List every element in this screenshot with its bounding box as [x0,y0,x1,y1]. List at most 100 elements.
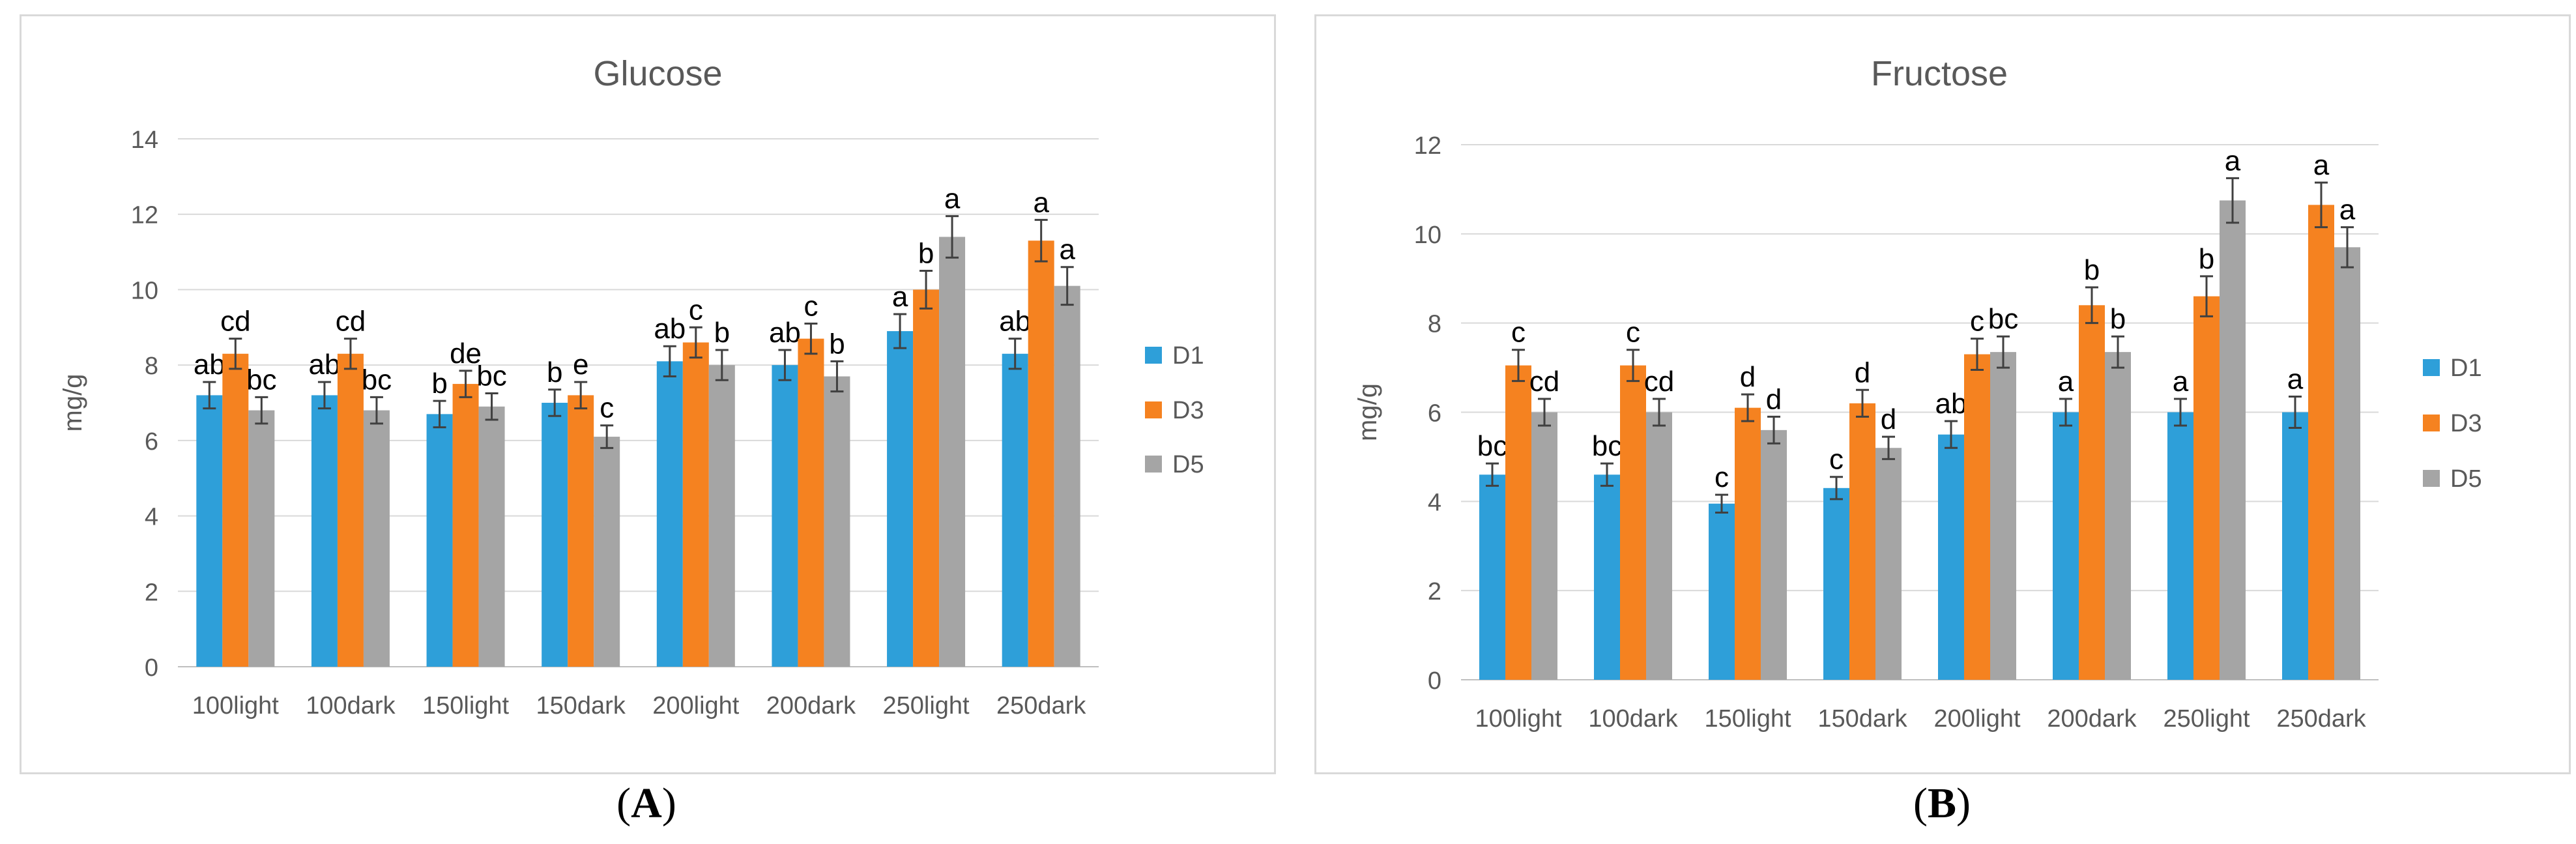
bar-d1 [1002,353,1028,667]
bar-d5 [478,406,505,667]
significance-label: a [944,183,961,215]
significance-label: b [2110,303,2126,335]
significance-label: b [2084,254,2100,286]
bar-d1 [1594,474,1620,680]
bar-d1 [887,331,914,667]
x-tick-label: 150dark [536,692,626,720]
y-tick-label: 14 [131,126,158,154]
bar-d1 [2282,412,2308,680]
bar-d3 [222,353,249,667]
bar-d3 [1735,407,1761,680]
glucose-chart-panel: Glucose 0 2 4 6 8 10 12 14 mg/g 100light 100dark 150… [20,14,1276,774]
significance-label: ab [654,313,686,345]
legend-label-d3: D3 [2450,410,2482,437]
legend-swatch-d5 [2423,470,2440,487]
bar-d5 [1054,285,1080,667]
y-tick-label: 8 [1428,311,1441,338]
significance-label: bc [246,364,276,396]
bar-d5 [2105,352,2131,680]
significance-label: ab [999,306,1031,338]
y-tick-label: 2 [145,579,158,606]
significance-label: cd [336,306,366,338]
bar-d3 [1028,240,1054,667]
bar-d5 [824,376,850,667]
y-tick-label: 0 [145,654,158,682]
bar-d1 [772,365,798,667]
bar-d3 [2308,205,2334,680]
y-axis-label: mg/g [59,374,87,432]
significance-label: ab [308,349,340,381]
significance-label: ab [194,349,225,381]
bar-d1 [196,395,223,667]
chart-title: Fructose [1871,54,2008,93]
bar-d5 [939,237,966,667]
bar-d5 [363,410,390,667]
significance-label: d [1881,403,1896,435]
significance-label: cd [1529,366,1559,398]
legend-swatch-d5 [1145,456,1162,473]
bar-d5 [594,437,620,667]
bar-d1 [1823,487,1849,680]
x-tick-label: 100light [192,692,280,720]
bar-d3 [1620,365,1646,680]
x-tick-label: 150light [422,692,510,720]
significance-label: bc [1592,430,1622,462]
bar-d3 [452,384,479,667]
bar-d5 [1761,429,1787,680]
bar-d3 [2193,296,2220,680]
bar-d1 [1709,503,1735,680]
significance-label: a [1033,186,1049,218]
significance-label: a [2287,364,2304,396]
x-tick-label: 200light [652,692,740,720]
y-axis-label: mg/g [1353,383,1382,441]
bar-d3 [1505,365,1531,680]
bar-d5 [1531,412,1557,680]
legend-label-d5: D5 [2450,465,2482,493]
significance-label: b [2199,243,2214,275]
significance-label: a [2313,149,2330,181]
x-tick-label: 100light [1475,705,1562,733]
y-tick-label: 4 [1428,489,1441,516]
y-tick-label: 6 [1428,400,1441,428]
significance-label: b [547,357,562,388]
legend-swatch-d3 [1145,401,1162,418]
significance-label: a [892,281,908,313]
significance-label: a [1059,234,1075,266]
significance-label: ab [769,317,801,349]
significance-label: a [2339,194,2356,226]
bar-d3 [1849,403,1875,680]
x-tick-label: 150dark [1817,705,1907,733]
x-tick-label: 100dark [306,692,396,720]
significance-label: c [1626,317,1640,349]
legend-label-d1: D1 [1172,342,1204,370]
significance-label: a [2225,145,2241,177]
significance-label: c [1970,306,1984,338]
bar-d3 [2079,305,2105,680]
bar-d5 [248,410,275,667]
significance-label: a [2058,366,2074,398]
y-tick-label: 0 [1428,667,1441,695]
significance-label: c [689,294,703,326]
bar-d1 [426,414,453,667]
x-tick-label: 250dark [2276,705,2366,733]
x-tick-label: 250light [2163,705,2250,733]
bar-d3 [913,289,940,667]
bar-d5 [1875,448,1902,680]
bar-d3 [1964,354,1990,680]
significance-label: bc [1988,303,2018,335]
significance-label: d [1855,357,1870,388]
legend-label-d5: D5 [1172,451,1204,478]
bar-d3 [337,353,364,667]
bar-d1 [656,361,683,667]
significance-label: c [1829,444,1844,476]
y-tick-label: 12 [131,202,158,229]
fructose-chart: Fructose 0 2 4 6 8 10 12 mg/g 100light 100dark 150l… [1353,54,2482,733]
x-tick-label: 250light [883,692,970,720]
legend-label-d3: D3 [1172,397,1204,424]
bar-d1 [2167,412,2193,680]
bar-d5 [2220,200,2246,680]
bar-d5 [708,365,735,667]
glucose-chart: Glucose 0 2 4 6 8 10 12 14 mg/g 100light 100dark 150… [59,54,1204,720]
bar-d3 [568,395,594,667]
significance-label: bc [476,360,506,392]
